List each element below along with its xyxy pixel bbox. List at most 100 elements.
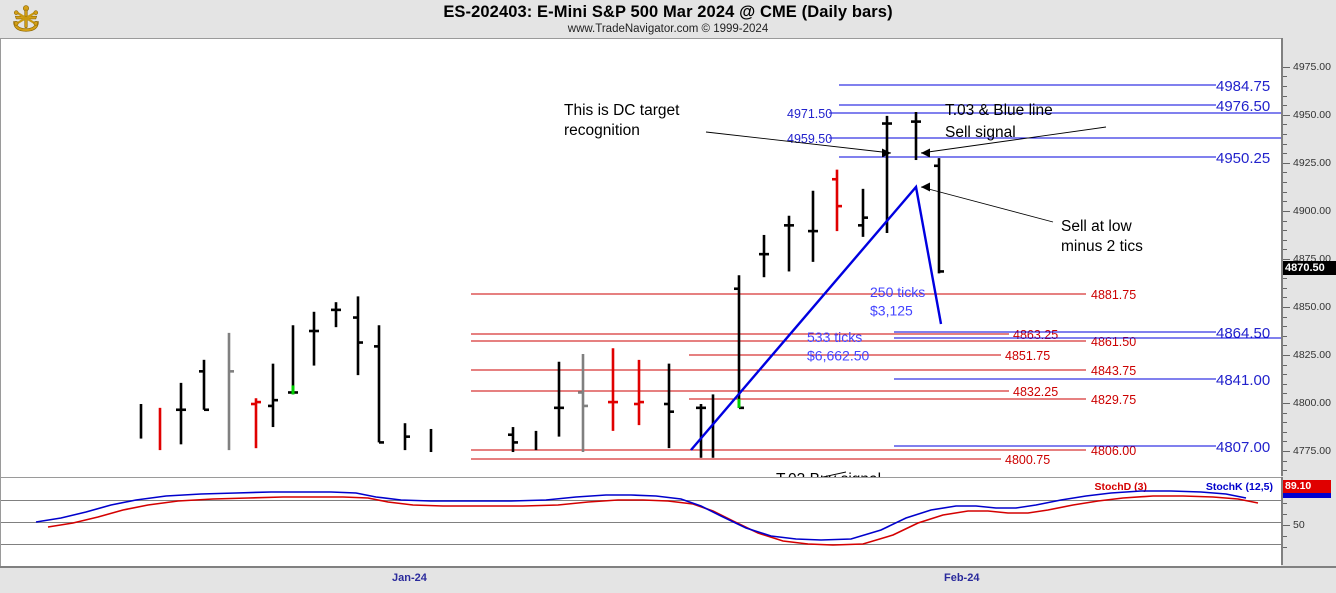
annotation-leader-line [920, 186, 1054, 223]
price-axis-label: 4975.00 [1293, 61, 1331, 73]
annotation-dc-target: recognition [564, 122, 640, 139]
annotation-t03-blue-line: T.03 & Blue line [945, 102, 1053, 119]
price-axis-minor-tick [1283, 326, 1287, 327]
price-axis-minor-tick [1283, 384, 1287, 385]
price-axis-minor-tick [1283, 365, 1287, 366]
page-title: ES-202403: E-Mini S&P 500 Mar 2024 @ CME… [443, 3, 893, 21]
price-axis-minor-tick [1283, 96, 1287, 97]
price-axis-label: 4925.00 [1293, 157, 1331, 169]
price-axis-minor-tick [1283, 470, 1287, 471]
annotation-ticks-533: 533 ticks [807, 329, 862, 345]
price-chart-canvas: 4881.75 4863.25 4861.50 4851.75 4843.75 4832.… [139, 78, 1281, 477]
price-axis-tick [1283, 307, 1290, 308]
price-axis-tick [1283, 451, 1290, 452]
annotation-sell-signal: Sell signal [945, 124, 1016, 141]
price-axis-tick [1283, 163, 1290, 164]
price-axis-minor-tick [1283, 461, 1287, 462]
price-axis-label: 4775.00 [1293, 445, 1331, 457]
indicator-axis-label: 50 [1293, 519, 1305, 531]
price-axis-minor-tick [1283, 144, 1287, 145]
red-level-label: 4806.00 [1091, 444, 1136, 458]
red-level-label: 4800.75 [1005, 453, 1050, 467]
indicator-gridline [1, 522, 1281, 523]
date-label-1: Feb-24 [944, 572, 980, 584]
price-axis-label: 4800.00 [1293, 397, 1331, 409]
price-axis-minor-tick [1283, 86, 1287, 87]
price-axis-minor-tick [1283, 413, 1287, 414]
blue-level-label: 4984.75 [1216, 78, 1270, 95]
price-axis-minor-tick [1283, 422, 1287, 423]
red-level-label: 4863.25 [1013, 328, 1058, 342]
price-axis-minor-tick [1283, 317, 1287, 318]
price-axis-minor-tick [1283, 249, 1287, 250]
price-axis-minor-tick [1283, 153, 1287, 154]
red-level-label: 4851.75 [1005, 349, 1050, 363]
header-subtitle: www.TradeNavigator.com © 1999-2024 [567, 23, 769, 35]
green-signal-marker [737, 398, 741, 408]
annotation-ticks-533: $6,662.50 [807, 348, 869, 364]
blue-level-label: 4950.25 [1216, 150, 1270, 167]
price-axis-minor-tick [1283, 240, 1287, 241]
price-axis-tick [1283, 403, 1290, 404]
annotation-sell-at-low: minus 2 tics [1061, 238, 1143, 255]
stoch-value-box: 89.10 [1283, 480, 1331, 493]
price-axis-tick [1283, 355, 1290, 356]
indicator-gridline [1, 544, 1281, 545]
annotation-leader-line [705, 131, 892, 154]
price-axis-minor-tick [1283, 297, 1287, 298]
red-level-label: 4829.75 [1091, 393, 1136, 407]
price-axis-tick [1283, 67, 1290, 68]
price-axis-label: 4950.00 [1293, 109, 1331, 121]
price-chart-pane[interactable]: 4881.75 4863.25 4861.50 4851.75 4843.75 4832.… [0, 38, 1281, 477]
price-axis-tick [1283, 211, 1290, 212]
chart-header: ES-202403: E-Mini S&P 500 Mar 2024 @ CME… [0, 0, 1336, 38]
price-axis[interactable]: 4975.00 4950.00 4925.00 4900.00 4875.00 4850.… [1281, 38, 1336, 476]
price-axis-minor-tick [1283, 374, 1287, 375]
price-axis-minor-tick [1283, 288, 1287, 289]
annotation-sell-at-low: Sell at low [1061, 218, 1132, 235]
price-axis-label: 4900.00 [1293, 205, 1331, 217]
last-price-box: 4870.50 [1283, 261, 1336, 275]
price-axis-tick [1283, 115, 1290, 116]
price-axis-minor-tick [1283, 105, 1287, 106]
price-axis-minor-tick [1283, 192, 1287, 193]
annotation-t03-buy-signal: T.03 Buy signal [776, 471, 881, 477]
indicator-axis[interactable]: 89.10 50 [1281, 477, 1336, 565]
legend-stochk: StochK (12,5) [1205, 481, 1273, 493]
price-axis-minor-tick [1283, 230, 1287, 231]
legend-stochd: StochD (3) [1094, 481, 1148, 493]
stochk-curve [35, 490, 1247, 541]
price-axis-minor-tick [1283, 278, 1287, 279]
price-axis-minor-tick [1283, 201, 1287, 202]
price-axis-minor-tick [1283, 134, 1287, 135]
red-level-label: 4881.75 [1091, 288, 1136, 302]
blue-level-label: 4807.00 [1216, 439, 1270, 456]
blue-level-label: 4971.50 [787, 107, 832, 121]
stoch-value-underline [1283, 493, 1331, 498]
red-level-label: 4832.25 [1013, 385, 1058, 399]
date-axis[interactable]: Jan-24 Feb-24 [0, 566, 1336, 593]
price-axis-minor-tick [1283, 393, 1287, 394]
anchor-emblem-icon [13, 5, 39, 32]
price-axis-label: 4850.00 [1293, 301, 1331, 313]
price-axis-minor-tick [1283, 221, 1287, 222]
annotation-leader-line [920, 126, 1107, 154]
annotation-dc-target: This is DC target [564, 102, 680, 119]
stochd-curve [47, 495, 1259, 546]
price-axis-minor-tick [1283, 336, 1287, 337]
date-label-0: Jan-24 [392, 572, 427, 584]
red-level-label: 4843.75 [1091, 364, 1136, 378]
red-level-label: 4861.50 [1091, 335, 1136, 349]
stochastic-canvas [35, 490, 1259, 546]
price-axis-label: 4825.00 [1293, 349, 1331, 361]
annotation-arrowhead [921, 182, 930, 192]
blue-level-label: 4841.00 [1216, 372, 1270, 389]
price-axis-minor-tick [1283, 441, 1287, 442]
blue-level-label: 4976.50 [1216, 98, 1270, 115]
price-axis-minor-tick [1283, 182, 1287, 183]
annotation-arrowhead [921, 148, 930, 158]
stochastic-pane[interactable]: StochD (3) StochK (12,5) [0, 477, 1281, 566]
price-axis-minor-tick [1283, 124, 1287, 125]
price-axis-minor-tick [1283, 432, 1287, 433]
